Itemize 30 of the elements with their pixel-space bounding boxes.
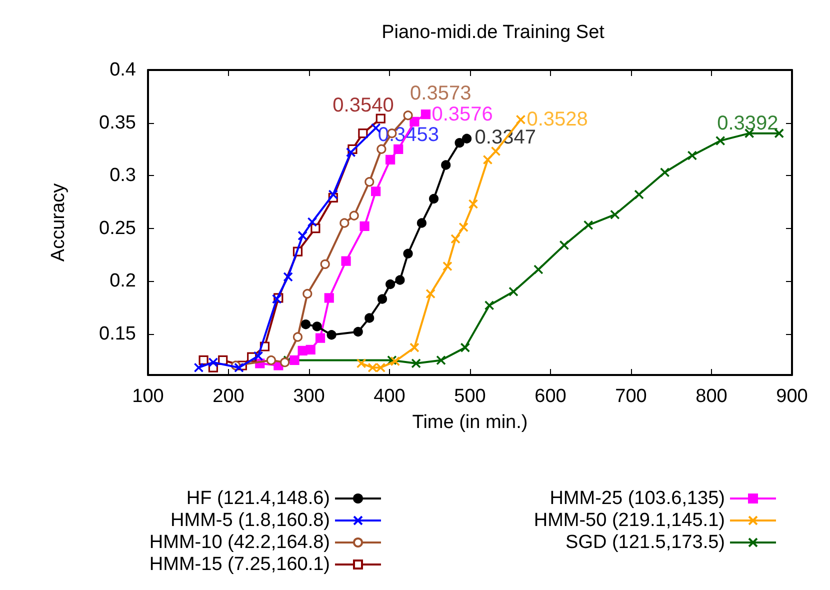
- x-tick-label: 700: [615, 386, 647, 407]
- x-tick-label: 900: [776, 386, 808, 407]
- annotation: 0.3540: [332, 94, 394, 117]
- x-tick-label: 200: [212, 386, 244, 407]
- legend-label: HF (121.4,148.6): [186, 488, 330, 509]
- legend-label: HMM-25 (103.6,135): [550, 488, 725, 509]
- legend-label: HMM-5 (1.8,160.8): [170, 510, 330, 531]
- y-tick-label: 0.3: [110, 165, 136, 186]
- x-tick-label: 300: [293, 386, 325, 407]
- x-tick-label: 500: [454, 386, 486, 407]
- chart-title: Piano-midi.de Training Set: [382, 22, 606, 43]
- y-tick-label: 0.25: [99, 218, 136, 239]
- y-tick-label: 0.2: [110, 270, 136, 292]
- annotation: 0.3528: [526, 108, 588, 131]
- y-axis-title: Accuracy: [48, 182, 69, 262]
- y-tick-label: 0.15: [99, 323, 136, 344]
- legend-label: HMM-10 (42.2,164.8): [149, 532, 330, 553]
- x-tick-label: 800: [696, 386, 728, 407]
- y-tick-label: 0.35: [99, 112, 136, 134]
- annotation: 0.3392: [717, 112, 778, 134]
- annotation: 0.3576: [432, 103, 493, 126]
- legend-label: HMM-15 (7.25,160.1): [149, 554, 330, 575]
- x-tick-label: 100: [132, 386, 164, 407]
- x-tick-label: 400: [374, 386, 406, 407]
- annotation: 0.3573: [410, 82, 472, 104]
- legend-label: HMM-50 (219.1,145.1): [534, 510, 725, 531]
- y-tick-label: 0.4: [110, 60, 136, 80]
- legend-label: SGD (121.5,173.5): [566, 532, 725, 553]
- x-tick-label: 600: [534, 386, 566, 407]
- x-axis-title: Time (in min.): [412, 412, 528, 433]
